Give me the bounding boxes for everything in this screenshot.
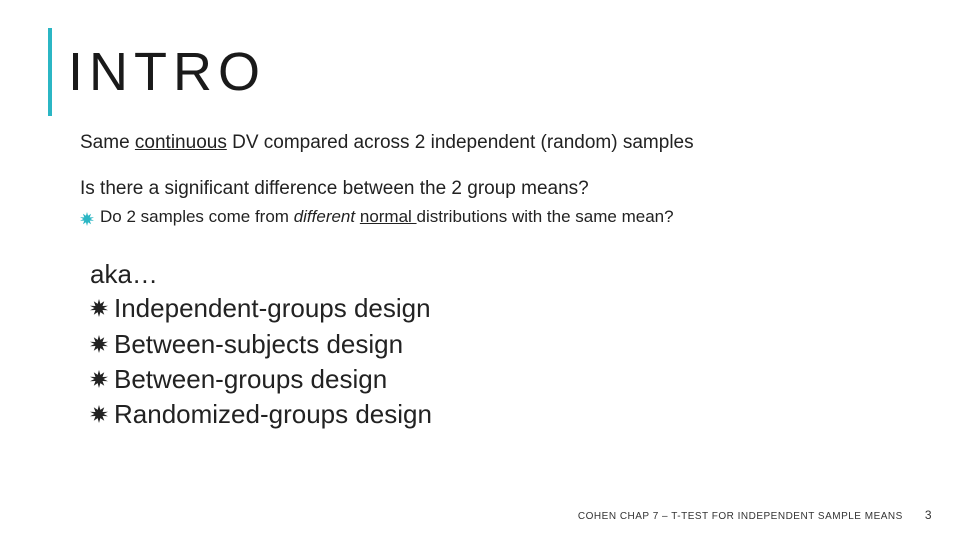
list-item-label: Independent-groups design bbox=[114, 292, 431, 325]
text-italic: different bbox=[294, 207, 355, 226]
page-number: 3 bbox=[925, 508, 932, 522]
list-item: Between-groups design bbox=[90, 363, 912, 396]
list-item: Between-subjects design bbox=[90, 328, 912, 361]
list-item: Randomized-groups design bbox=[90, 398, 912, 431]
text: DV compared across 2 independent (random… bbox=[227, 132, 694, 153]
starburst-icon bbox=[90, 335, 108, 358]
list-item: Independent-groups design bbox=[90, 292, 912, 325]
body: Same continuous DV compared across 2 ind… bbox=[48, 130, 912, 431]
sub-bullet: Do 2 samples come from different normal … bbox=[80, 207, 912, 231]
slide: INTRO Same continuous DV compared across… bbox=[0, 0, 960, 540]
footer: COHEN CHAP 7 – T-TEST FOR INDEPENDENT SA… bbox=[578, 508, 932, 522]
list-item-label: Randomized-groups design bbox=[114, 398, 432, 431]
aka-heading: aka… bbox=[80, 259, 912, 290]
intro-line-1: Same continuous DV compared across 2 ind… bbox=[80, 130, 912, 156]
accent-bar bbox=[48, 28, 52, 116]
sub-bullet-text: Do 2 samples come from different normal … bbox=[100, 207, 674, 227]
design-list: Independent-groups design Between-subjec… bbox=[80, 292, 912, 431]
text-underline: normal bbox=[360, 207, 417, 226]
starburst-icon bbox=[80, 212, 94, 231]
footer-text: COHEN CHAP 7 – T-TEST FOR INDEPENDENT SA… bbox=[578, 511, 903, 522]
text-underline: continuous bbox=[135, 132, 227, 153]
intro-line-2: Is there a significant difference betwee… bbox=[80, 176, 912, 202]
text: distributions with the same mean? bbox=[417, 207, 674, 226]
text: Same bbox=[80, 132, 135, 153]
starburst-icon bbox=[90, 405, 108, 428]
starburst-icon bbox=[90, 299, 108, 322]
title-block: INTRO bbox=[48, 28, 912, 116]
text: Do 2 samples come from bbox=[100, 207, 294, 226]
list-item-label: Between-subjects design bbox=[114, 328, 403, 361]
slide-title: INTRO bbox=[68, 41, 266, 103]
starburst-icon bbox=[90, 370, 108, 393]
list-item-label: Between-groups design bbox=[114, 363, 387, 396]
